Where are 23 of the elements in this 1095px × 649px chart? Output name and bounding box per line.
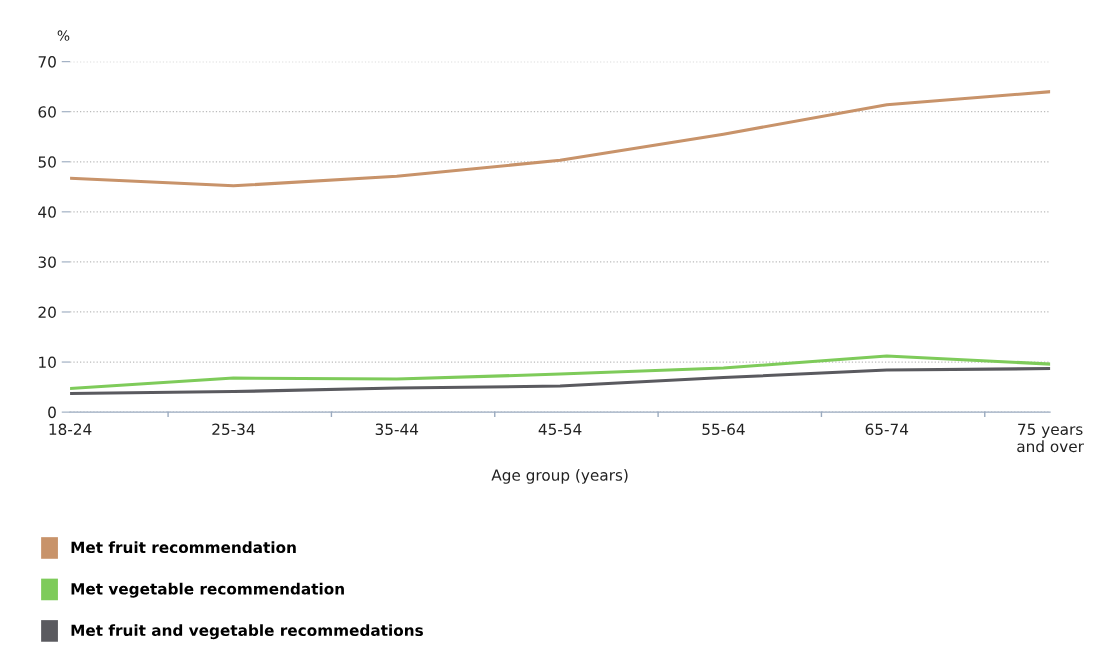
y-tick-label: 70 (38, 56, 56, 68)
y-tick-label: 10 (39, 356, 56, 369)
legend-label: Met fruit and vegetable recommedations (71, 624, 423, 640)
legend-label: Met fruit recommendation (71, 541, 296, 554)
y-tick-label: 60 (38, 106, 56, 118)
x-tick-label: 75 years and over (1017, 423, 1084, 453)
legend-label: Met vegetable recommendation (71, 582, 344, 598)
y-tick-label: 0 (48, 406, 56, 419)
line-series (70, 354, 1051, 391)
x-tick-label: 45-54 (538, 423, 582, 436)
y-tick-label: 20 (38, 306, 56, 319)
y-tick-label: 30 (38, 256, 56, 268)
line-series (70, 90, 1051, 188)
x-tick-label: 25-34 (212, 423, 255, 436)
y-axis-title: % (57, 30, 70, 41)
x-axis-title: Age group (years) (491, 469, 628, 484)
x-tick-label: 65-74 (865, 423, 909, 436)
x-tick-label: 35-44 (375, 423, 419, 436)
line-series (70, 367, 1051, 396)
y-tick-label: 50 (38, 156, 56, 168)
x-tick-label: 55-64 (702, 423, 745, 436)
y-tick-label: 40 (38, 206, 56, 218)
x-tick-label: 18-24 (49, 423, 92, 436)
